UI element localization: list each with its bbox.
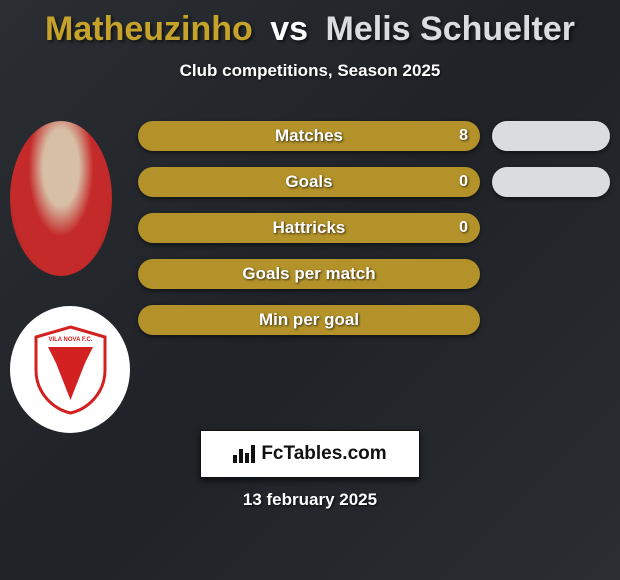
stat-value: 8 bbox=[459, 127, 468, 145]
stat-bar-matches: Matches8 bbox=[138, 121, 480, 151]
stat-label: Hattricks bbox=[138, 218, 480, 238]
stat-bar-goals-per-match: Goals per match bbox=[138, 259, 480, 289]
brand-main: Tables bbox=[284, 443, 343, 465]
brand-suffix: .com bbox=[342, 443, 386, 465]
stat-bar-goals: Goals0 bbox=[138, 167, 480, 197]
stat-label: Goals per match bbox=[138, 264, 480, 284]
player1-club-logo: VILA NOVA F.C. bbox=[10, 306, 130, 433]
stat-bar-hattricks: Hattricks0 bbox=[138, 213, 480, 243]
subtitle: Club competitions, Season 2025 bbox=[0, 61, 620, 81]
stat-pills-right bbox=[492, 121, 610, 351]
shield-text: VILA NOVA F.C. bbox=[48, 337, 92, 343]
fctables-logo: FcTables.com bbox=[200, 430, 420, 478]
stat-pill-goals bbox=[492, 167, 610, 197]
stat-pill-matches bbox=[492, 121, 610, 151]
stat-label: Matches bbox=[138, 126, 480, 146]
footer-date: 13 february 2025 bbox=[0, 490, 620, 510]
stat-bars: Matches8Goals0Hattricks0Goals per matchM… bbox=[138, 121, 480, 351]
comparison-content: VILA NOVA F.C. Matches8Goals0Hattricks0G… bbox=[0, 111, 620, 431]
stat-value: 0 bbox=[459, 173, 468, 191]
stat-label: Goals bbox=[138, 172, 480, 192]
club-shield-icon: VILA NOVA F.C. bbox=[33, 325, 108, 415]
player1-photo bbox=[10, 121, 112, 276]
brand-prefix: Fc bbox=[261, 443, 283, 465]
title-player2: Melis Schuelter bbox=[326, 10, 575, 48]
stat-bar-min-per-goal: Min per goal bbox=[138, 305, 480, 335]
stat-value: 0 bbox=[459, 219, 468, 237]
bar-chart-icon bbox=[233, 445, 255, 463]
page-title: Matheuzinho vs Melis Schuelter bbox=[0, 0, 620, 49]
stat-label: Min per goal bbox=[138, 310, 480, 330]
title-vs: vs bbox=[270, 10, 308, 48]
title-player1: Matheuzinho bbox=[45, 10, 253, 48]
